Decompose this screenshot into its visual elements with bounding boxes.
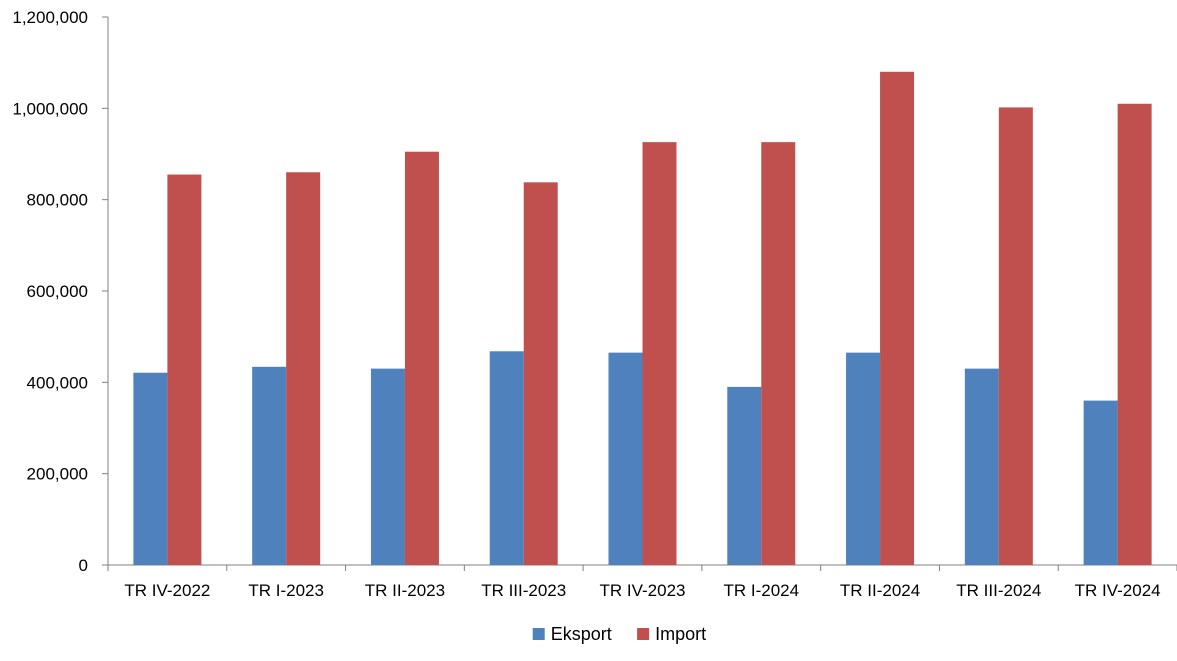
y-tick-label: 800,000 <box>27 191 88 210</box>
bar-import-3 <box>523 182 558 565</box>
y-tick-label: 1,000,000 <box>12 99 88 118</box>
bar-import-2 <box>404 151 439 565</box>
bar-eksport-4 <box>608 352 643 565</box>
y-tick-label: 600,000 <box>27 282 88 301</box>
bar-import-0 <box>167 174 202 566</box>
x-axis: TR IV-2022 TR I-2023 TR II-2023 TR III-2023… <box>107 564 1177 600</box>
legend: Eksport Import <box>532 624 706 644</box>
y-tick-label: 1,200,000 <box>12 8 88 27</box>
bar-eksport-3 <box>489 351 524 565</box>
legend-label-import: Import <box>655 624 706 644</box>
bar-eksport-5 <box>727 386 762 565</box>
x-tick-label: TR I-2023 <box>248 581 324 600</box>
legend-label-eksport: Eksport <box>551 624 612 644</box>
legend-swatch-import <box>637 628 650 640</box>
x-tick-label: TR II-2024 <box>840 581 920 600</box>
legend-swatch-eksport <box>532 628 545 640</box>
bar-import-7 <box>998 107 1033 566</box>
bar-import-1 <box>286 172 321 565</box>
bar-import-6 <box>880 71 915 566</box>
bar-eksport-7 <box>964 368 999 565</box>
x-tick-label: TR III-2024 <box>956 581 1041 600</box>
bar-import-8 <box>1117 103 1152 566</box>
y-tick-label: 400,000 <box>27 373 88 392</box>
y-tick-label: 0 <box>79 556 88 575</box>
bar-eksport-8 <box>1083 400 1118 565</box>
x-tick-label: TR IV-2023 <box>600 581 686 600</box>
y-axis: 0 200,000 400,000 600,000 800,000 1,000,000 1,… <box>12 8 109 575</box>
bar-import-4 <box>642 142 677 566</box>
x-tick-label: TR I-2024 <box>723 581 799 600</box>
x-tick-label: TR II-2023 <box>365 581 445 600</box>
bar-eksport-1 <box>252 366 287 565</box>
bar-eksport-6 <box>846 352 881 565</box>
bar-eksport-0 <box>133 372 168 565</box>
bars <box>133 71 1152 566</box>
x-tick-label: TR IV-2022 <box>124 581 210 600</box>
x-tick-label: TR III-2023 <box>481 581 566 600</box>
bar-import-5 <box>761 142 796 566</box>
y-tick-label: 200,000 <box>27 465 88 484</box>
bar-eksport-2 <box>370 368 405 565</box>
x-tick-label: TR IV-2024 <box>1075 581 1161 600</box>
